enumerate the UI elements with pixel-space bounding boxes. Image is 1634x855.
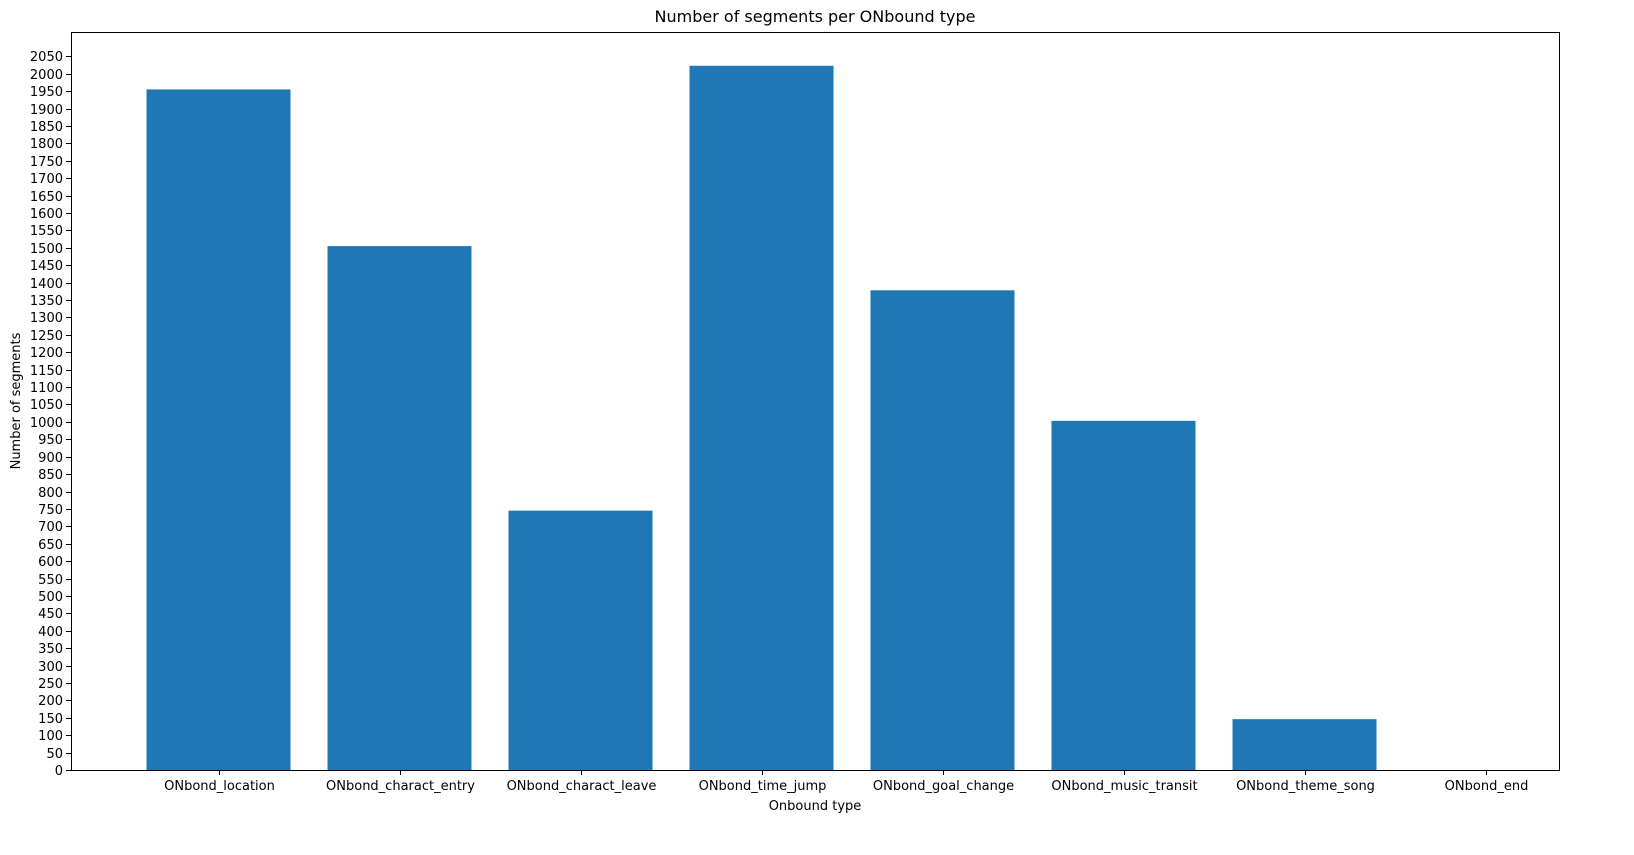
- bar-ONbond_charact_leave: [508, 510, 653, 770]
- y-tick-label: 1050: [30, 398, 63, 413]
- plot-frame: [71, 32, 1560, 771]
- y-tick-label: 1400: [30, 277, 63, 292]
- y-tick-label: 150: [38, 712, 63, 727]
- y-tick-label: 300: [38, 660, 63, 675]
- y-tick-label: 900: [38, 451, 63, 466]
- y-tick-label: 2000: [30, 68, 63, 83]
- y-tick-label: 1450: [30, 259, 63, 274]
- y-tick-label: 1000: [30, 416, 63, 431]
- y-tick-label: 1200: [30, 346, 63, 361]
- chart-title: Number of segments per ONbound type: [655, 7, 976, 26]
- x-tick-label: ONbond_music_transit: [1051, 779, 1197, 794]
- y-tick-label: 600: [38, 555, 63, 570]
- y-tick-label: 400: [38, 625, 63, 640]
- x-tick-label: ONbond_theme_song: [1236, 779, 1375, 794]
- x-axis-label: Onbound type: [769, 799, 862, 814]
- y-tick-label: 1850: [30, 120, 63, 135]
- y-tick-label: 1250: [30, 329, 63, 344]
- y-tick-label: 1600: [30, 207, 63, 222]
- y-tick-label: 0: [55, 764, 63, 779]
- y-tick-label: 700: [38, 520, 63, 535]
- x-axis: ONbond_location ONbond_charact_entry ONbon…: [164, 770, 1528, 794]
- y-tick-label: 1950: [30, 85, 63, 100]
- x-tick-label: ONbond_end: [1445, 779, 1529, 794]
- bar-ONbond_theme_song: [1232, 719, 1377, 770]
- y-tick-label: 550: [38, 573, 63, 588]
- y-tick-label: 100: [38, 729, 63, 744]
- y-tick-label: 50: [46, 747, 63, 762]
- y-tick-label: 200: [38, 694, 63, 709]
- y-tick-label: 500: [38, 590, 63, 605]
- y-tick-label: 1500: [30, 242, 63, 257]
- y-tick-label: 350: [38, 642, 63, 657]
- y-tick-label: 1750: [30, 155, 63, 170]
- y-tick-label: 1650: [30, 190, 63, 205]
- bar-ONbond_charact_entry: [327, 246, 472, 771]
- x-tick-label: ONbond_charact_leave: [507, 779, 657, 794]
- y-tick-label: 1150: [30, 364, 63, 379]
- x-tick-label: ONbond_location: [164, 779, 275, 794]
- y-tick-label: 750: [38, 503, 63, 518]
- y-tick-label: 250: [38, 677, 63, 692]
- y-tick-label: 1350: [30, 294, 63, 309]
- y-tick-label: 1100: [30, 381, 63, 396]
- bar-ONbond_goal_change: [870, 290, 1015, 770]
- y-tick-label: 650: [38, 538, 63, 553]
- y-tick-label: 800: [38, 486, 63, 501]
- y-tick-label: 450: [38, 607, 63, 622]
- bar-ONbond_time_jump: [689, 65, 834, 771]
- y-axis-label: Number of segments: [9, 332, 24, 469]
- y-tick-label: 1900: [30, 103, 63, 118]
- x-tick-label: ONbond_time_jump: [699, 779, 827, 794]
- y-tick-label: 1300: [30, 311, 63, 326]
- y-tick-label: 850: [38, 468, 63, 483]
- y-tick-label: 2050: [30, 50, 63, 65]
- x-tick-label: ONbond_charact_entry: [326, 779, 475, 794]
- y-tick-label: 1800: [30, 137, 63, 152]
- y-axis: 0 50 100 150 200 250 300 350 400 450 500 550 600 650 7…: [30, 50, 71, 779]
- bars-layer: [146, 65, 1377, 771]
- bar-ONbond_music_transit: [1051, 420, 1196, 770]
- y-tick-label: 950: [38, 433, 63, 448]
- x-tick-label: ONbond_goal_change: [873, 779, 1014, 794]
- bar-ONbond_location: [146, 89, 291, 771]
- y-tick-label: 1550: [30, 224, 63, 239]
- y-tick-label: 1700: [30, 172, 63, 187]
